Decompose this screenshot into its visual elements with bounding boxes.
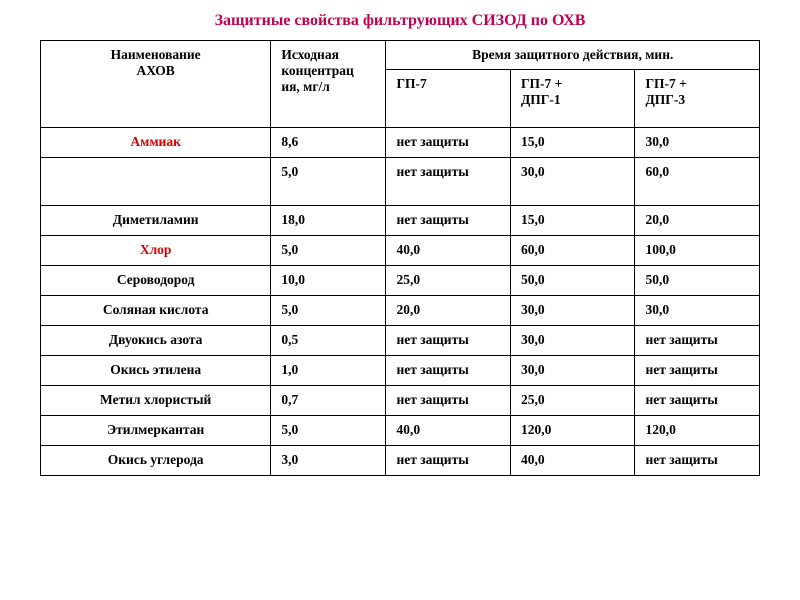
cell-c2: 60,0	[510, 236, 635, 266]
cell-conc: 5,0	[271, 416, 386, 446]
cell-conc: 8,6	[271, 128, 386, 158]
table-row: Окись углерода3,0нет защиты40,0нет защит…	[41, 446, 760, 476]
table-row: Метил хлористый0,7нет защиты25,0нет защи…	[41, 386, 760, 416]
table-row: Этилмеркантан5,040,0120,0120,0	[41, 416, 760, 446]
cell-c2: 50,0	[510, 266, 635, 296]
cell-c1: нет защиты	[386, 326, 511, 356]
col-conc-l2: концентрац	[281, 63, 354, 78]
cell-c3: 20,0	[635, 206, 760, 236]
cell-c3: 30,0	[635, 128, 760, 158]
cell-conc: 1,0	[271, 356, 386, 386]
cell-c3: нет защиты	[635, 446, 760, 476]
cell-c2: 30,0	[510, 158, 635, 206]
col-sub3-l1: ГП-7 +	[645, 76, 686, 91]
cell-c3: 120,0	[635, 416, 760, 446]
col-sub1: ГП-7	[386, 70, 511, 128]
cell-c3: 100,0	[635, 236, 760, 266]
cell-c3: 50,0	[635, 266, 760, 296]
cell-c2: 25,0	[510, 386, 635, 416]
table-row: Окись этилена1,0нет защиты30,0нет защиты	[41, 356, 760, 386]
col-name-header: Наименование АХОВ	[41, 41, 271, 128]
cell-name: Соляная кислота	[41, 296, 271, 326]
cell-c3: 30,0	[635, 296, 760, 326]
cell-name: Метил хлористый	[41, 386, 271, 416]
cell-c2: 30,0	[510, 356, 635, 386]
cell-name: Двуокись азота	[41, 326, 271, 356]
cell-conc: 3,0	[271, 446, 386, 476]
cell-c1: 20,0	[386, 296, 511, 326]
col-sub3-l2: ДПГ-3	[645, 92, 685, 107]
cell-conc: 0,5	[271, 326, 386, 356]
cell-c1: нет защиты	[386, 158, 511, 206]
table-row: 5,0нет защиты30,060,0	[41, 158, 760, 206]
cell-c2: 15,0	[510, 128, 635, 158]
page-title: Защитные свойства фильтрующих СИЗОД по О…	[40, 12, 760, 30]
table-row: Хлор5,040,060,0100,0	[41, 236, 760, 266]
cell-name: Окись углерода	[41, 446, 271, 476]
cell-c1: нет защиты	[386, 356, 511, 386]
col-name-l2: АХОВ	[136, 63, 174, 78]
cell-name: Этилмеркантан	[41, 416, 271, 446]
cell-conc: 10,0	[271, 266, 386, 296]
cell-name: Аммиак	[41, 128, 271, 158]
cell-conc: 5,0	[271, 236, 386, 266]
cell-c1: нет защиты	[386, 446, 511, 476]
col-conc-l1: Исходная	[281, 47, 339, 62]
data-table: Наименование АХОВ Исходная концентрац ия…	[40, 40, 760, 476]
cell-c1: нет защиты	[386, 128, 511, 158]
cell-c1: нет защиты	[386, 386, 511, 416]
cell-c2: 30,0	[510, 296, 635, 326]
cell-conc: 5,0	[271, 296, 386, 326]
cell-c1: 25,0	[386, 266, 511, 296]
cell-c3: 60,0	[635, 158, 760, 206]
cell-c1: 40,0	[386, 416, 511, 446]
cell-c3: нет защиты	[635, 356, 760, 386]
cell-name: Сероводород	[41, 266, 271, 296]
table-row: Диметиламин18,0нет защиты15,020,0	[41, 206, 760, 236]
table-row: Аммиак8,6нет защиты15,030,0	[41, 128, 760, 158]
cell-conc: 0,7	[271, 386, 386, 416]
cell-name: Хлор	[41, 236, 271, 266]
cell-c3: нет защиты	[635, 326, 760, 356]
cell-name: Диметиламин	[41, 206, 271, 236]
table-row: Сероводород10,025,050,050,0	[41, 266, 760, 296]
col-name-l1: Наименование	[111, 47, 201, 62]
cell-c1: 40,0	[386, 236, 511, 266]
col-sub3: ГП-7 + ДПГ-3	[635, 70, 760, 128]
cell-c3: нет защиты	[635, 386, 760, 416]
col-time-header: Время защитного действия, мин.	[386, 41, 760, 70]
cell-c2: 120,0	[510, 416, 635, 446]
col-sub2-l2: ДПГ-1	[521, 92, 561, 107]
cell-c1: нет защиты	[386, 206, 511, 236]
cell-c2: 40,0	[510, 446, 635, 476]
cell-name: Окись этилена	[41, 356, 271, 386]
cell-c2: 15,0	[510, 206, 635, 236]
col-conc-header: Исходная концентрац ия, мг/л	[271, 41, 386, 128]
cell-conc: 5,0	[271, 158, 386, 206]
table-row: Двуокись азота0,5нет защиты30,0нет защит…	[41, 326, 760, 356]
table-row: Соляная кислота5,020,030,030,0	[41, 296, 760, 326]
cell-c2: 30,0	[510, 326, 635, 356]
col-sub2: ГП-7 + ДПГ-1	[510, 70, 635, 128]
col-sub2-l1: ГП-7 +	[521, 76, 562, 91]
cell-name	[41, 158, 271, 206]
col-conc-l3: ия, мг/л	[281, 79, 329, 94]
cell-conc: 18,0	[271, 206, 386, 236]
